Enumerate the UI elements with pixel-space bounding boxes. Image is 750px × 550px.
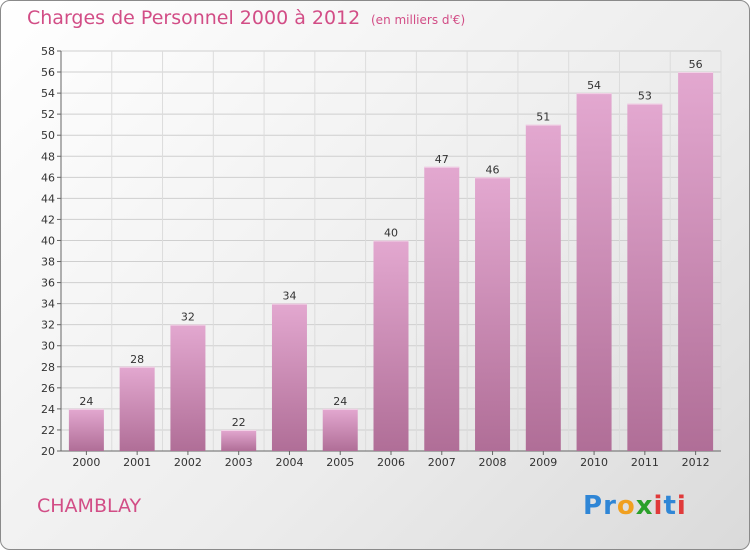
y-tick-label: 32	[41, 319, 55, 332]
x-tick-label: 2009	[529, 456, 557, 469]
x-tick-label: 2012	[682, 456, 710, 469]
logo-letter: i	[676, 491, 687, 521]
data-label: 28	[130, 353, 144, 366]
data-label: 56	[689, 58, 703, 71]
y-tick-label: 54	[41, 87, 55, 100]
data-label: 51	[536, 111, 550, 124]
proxiti-logo: Proxiti	[583, 491, 687, 521]
bar	[221, 429, 257, 451]
y-tick-label: 24	[41, 403, 55, 416]
x-tick-label: 2008	[479, 456, 507, 469]
y-tick-label: 40	[41, 234, 55, 247]
x-tick-label: 2010	[580, 456, 608, 469]
x-tick-label: 2002	[174, 456, 202, 469]
x-tick-label: 2007	[428, 456, 456, 469]
data-label: 24	[79, 395, 93, 408]
y-tick-label: 44	[41, 192, 55, 205]
chart-title: Charges de Personnel 2000 à 2012	[27, 7, 361, 29]
logo-letter: i	[653, 491, 664, 521]
x-tick-label: 2003	[225, 456, 253, 469]
x-tick-label: 2004	[275, 456, 303, 469]
y-tick-label: 52	[41, 108, 55, 121]
y-tick-label: 34	[41, 298, 55, 311]
y-tick-label: 38	[41, 256, 55, 269]
y-tick-label: 30	[41, 340, 55, 353]
logo-letter: P	[583, 491, 604, 521]
data-label: 32	[181, 311, 195, 324]
data-label: 22	[232, 416, 246, 429]
data-label: 46	[486, 163, 500, 176]
y-tick-label: 46	[41, 171, 55, 184]
bar	[475, 177, 511, 451]
y-tick-label: 48	[41, 150, 55, 163]
data-label: 47	[435, 153, 449, 166]
y-tick-label: 56	[41, 66, 55, 79]
bar	[678, 72, 714, 451]
y-tick-label: 58	[41, 45, 55, 58]
data-labels: 24 28 32 22 34 24 40 47 46 51 54 53 56	[79, 58, 702, 429]
y-tick-label: 28	[41, 361, 55, 374]
y-tick-label: 36	[41, 277, 55, 290]
y-tick-label: 42	[41, 213, 55, 226]
x-tick-label: 2001	[123, 456, 151, 469]
bar	[68, 408, 104, 451]
logo-letter: r	[603, 491, 617, 521]
bar	[525, 124, 561, 452]
logo-letter: t	[663, 491, 677, 521]
data-label: 54	[587, 79, 601, 92]
x-tick-label: 2006	[377, 456, 405, 469]
data-label: 40	[384, 226, 398, 239]
y-tick-label: 20	[41, 445, 55, 458]
x-tick-label: 2011	[631, 456, 659, 469]
bar	[170, 324, 206, 451]
x-tick-label: 2000	[72, 456, 100, 469]
bar	[119, 366, 155, 451]
bar	[576, 93, 612, 452]
y-tick-label: 50	[41, 129, 55, 142]
bar	[322, 408, 358, 451]
commune-name: CHAMBLAY	[37, 495, 142, 517]
bars	[68, 72, 714, 452]
bar	[373, 240, 409, 451]
logo-letter: x	[635, 491, 654, 521]
bar	[271, 303, 307, 451]
bar	[627, 103, 663, 451]
data-label: 53	[638, 90, 652, 103]
y-tick-label: 26	[41, 382, 55, 395]
y-tick-label: 22	[41, 424, 55, 437]
chart-subtitle: (en milliers d'€)	[371, 13, 466, 27]
data-label: 34	[282, 290, 296, 303]
logo-letter: o	[616, 491, 636, 521]
data-label: 24	[333, 395, 347, 408]
bar	[424, 166, 460, 451]
x-tick-label: 2005	[326, 456, 354, 469]
